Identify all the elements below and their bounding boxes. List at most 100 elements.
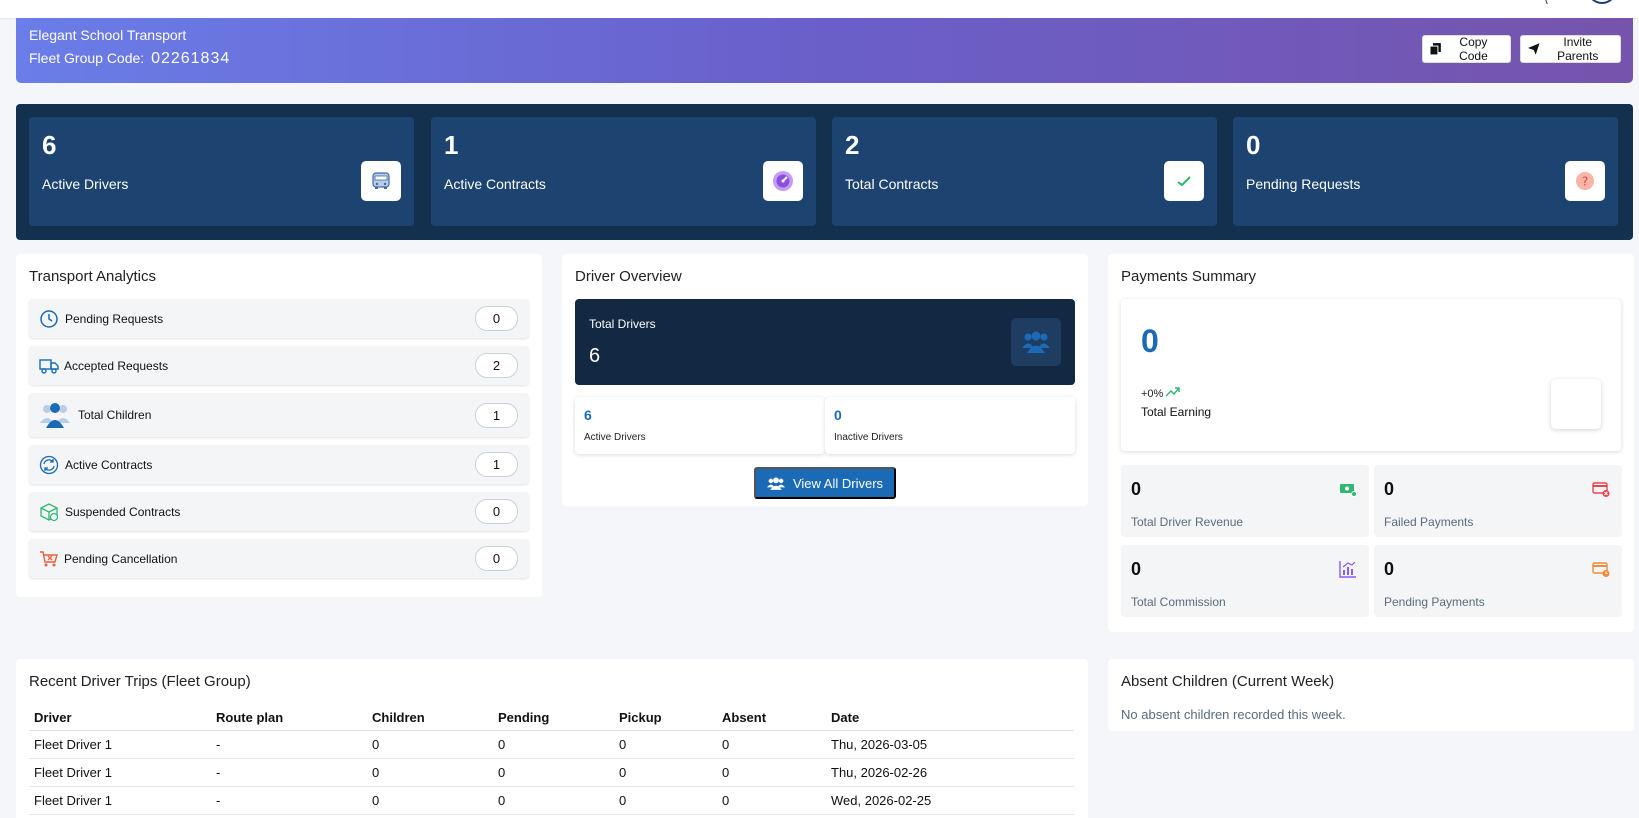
dropdown-caret-icon[interactable] [1540, 0, 1548, 4]
column-header: Date [826, 706, 1074, 731]
cell-absent: 0 [717, 786, 826, 815]
analytics-label: Accepted Requests [64, 359, 169, 373]
analytics-count: 1 [475, 452, 518, 477]
cell-pickup: 0 [614, 786, 717, 815]
refresh-icon [39, 455, 59, 475]
card-pending-icon [1592, 562, 1610, 577]
stat-total-contracts: 2 Total Contracts [832, 117, 1217, 226]
analytics-row-pending-requests[interactable]: Pending Requests 0 [29, 299, 529, 338]
inactive-drivers-value: 0 [834, 407, 842, 423]
checkmark-icon [1164, 161, 1204, 201]
invite-parents-button[interactable]: Invite Parents [1520, 35, 1621, 63]
school-name: Elegant School Transport [29, 27, 187, 43]
analytics-row-accepted-requests[interactable]: Accepted Requests 2 [29, 346, 529, 385]
table-row[interactable]: Fleet Driver 1 - 0 0 0 0 Thu, 2026-03-05 [29, 730, 1074, 759]
cell-absent: 0 [717, 730, 826, 759]
column-header: Pickup [614, 706, 717, 731]
total-earning-panel: 0 +0% Total Earning [1121, 299, 1621, 451]
column-header: Route plan [211, 706, 367, 731]
avatar[interactable] [1587, 0, 1617, 4]
cell-route-plan: - [211, 758, 367, 787]
card-fail-icon [1592, 482, 1610, 497]
payment-label: Pending Payments [1384, 595, 1485, 609]
stat-label: Total Contracts [845, 176, 939, 192]
payment-card-driver-revenue: 0 Total Driver Revenue [1121, 465, 1369, 537]
cell-driver: Fleet Driver 1 [29, 758, 211, 787]
total-drivers-label: Total Drivers [589, 317, 656, 331]
fleet-code: 02261834 [151, 50, 231, 67]
fleet-code-line: Fleet Group Code: 02261834 [29, 50, 230, 68]
view-all-drivers-button[interactable]: View All Drivers [754, 467, 896, 499]
analytics-count: 0 [475, 306, 518, 331]
money-icon [1340, 484, 1357, 497]
users-icon [766, 476, 785, 490]
total-earning-label: Total Earning [1141, 405, 1212, 419]
stat-value: 1 [444, 130, 459, 160]
earning-change: +0% [1141, 387, 1181, 400]
users-icon [1011, 318, 1061, 366]
cell-children: 0 [367, 730, 493, 759]
column-header: Driver [29, 706, 211, 731]
payment-value: 0 [1131, 559, 1142, 579]
cell-pickup: 0 [614, 730, 717, 759]
total-earning-value: 0 [1141, 323, 1159, 359]
cell-driver: Fleet Driver 1 [29, 730, 211, 759]
table-row[interactable]: Fleet Driver 1 - 0 0 0 0 Wed, 2026-02-25 [29, 786, 1074, 815]
analytics-row-active-contracts[interactable]: Active Contracts 1 [29, 445, 529, 484]
column-header: Absent [717, 706, 826, 731]
payments-title: Payments Summary [1121, 268, 1257, 285]
cell-date: Wed, 2026-02-25 [826, 786, 1074, 815]
stat-value: 0 [1246, 130, 1261, 160]
cell-children: 0 [367, 786, 493, 815]
driver-overview-card: Driver Overview Total Drivers 6 6 Active… [562, 254, 1088, 506]
driver-overview-title: Driver Overview [575, 268, 682, 285]
payment-label: Total Driver Revenue [1131, 515, 1244, 529]
stat-label: Active Drivers [42, 176, 129, 192]
analytics-count: 0 [475, 499, 518, 524]
transport-analytics-card: Transport Analytics Pending Requests 0 A… [16, 254, 542, 597]
stat-label: Pending Requests [1246, 176, 1361, 192]
analytics-row-pending-cancellation[interactable]: Pending Cancellation 0 [29, 539, 529, 578]
analytics-count: 1 [475, 403, 518, 428]
stat-active-contracts: 1 Active Contracts [431, 117, 816, 226]
copy-code-label: Copy Code [1459, 35, 1488, 63]
analytics-label: Pending Requests [65, 312, 164, 326]
fleet-code-label: Fleet Group Code: [29, 50, 145, 66]
bus-icon [361, 161, 401, 201]
payment-card-pending: 0 Pending Payments [1374, 545, 1622, 617]
users-icon [40, 403, 70, 428]
cell-driver: Fleet Driver 1 [29, 786, 211, 815]
recent-trips-title: Recent Driver Trips (Fleet Group) [29, 673, 251, 690]
fleet-banner: Elegant School Transport Fleet Group Cod… [16, 18, 1633, 83]
payment-value: 0 [1384, 479, 1395, 499]
analytics-label: Active Contracts [65, 458, 153, 472]
absent-children-title: Absent Children (Current Week) [1121, 673, 1335, 690]
active-drivers-label: Active Drivers [584, 432, 646, 443]
cell-date: Thu, 2026-02-26 [826, 758, 1074, 787]
clock-icon [40, 310, 58, 328]
analytics-row-suspended-contracts[interactable]: Suspended Contracts 0 [29, 492, 529, 531]
copy-code-button[interactable]: Copy Code [1422, 35, 1511, 63]
table-row[interactable]: Fleet Driver 1 - 0 0 0 0 Thu, 2026-02-26 [29, 758, 1074, 787]
payments-summary-card: Payments Summary 0 +0% Total Earning 0 T… [1108, 254, 1634, 632]
payment-label: Failed Payments [1384, 515, 1474, 529]
column-header: Pending [493, 706, 614, 731]
invite-parents-label: Invite Parents [1557, 35, 1599, 63]
svg-text:?: ? [1582, 175, 1588, 189]
payment-label: Total Commission [1131, 595, 1226, 609]
stat-active-drivers: 6 Active Drivers [29, 117, 414, 226]
inactive-drivers-box: 0 Inactive Drivers [825, 397, 1075, 454]
analytics-row-total-children[interactable]: Total Children 1 [29, 393, 529, 437]
recent-trips-card: Recent Driver Trips (Fleet Group) Driver… [16, 659, 1088, 818]
speedometer-icon [763, 161, 803, 201]
cell-route-plan: - [211, 730, 367, 759]
stat-value: 6 [42, 130, 57, 160]
cell-pending: 0 [493, 758, 614, 787]
active-drivers-box: 6 Active Drivers [575, 397, 825, 454]
stats-panel: 6 Active Drivers 1 Active Contracts 2 To… [16, 104, 1633, 240]
top-navbar [0, 0, 1639, 18]
cell-route-plan: - [211, 786, 367, 815]
cell-pending: 0 [493, 730, 614, 759]
analytics-count: 0 [475, 546, 518, 571]
total-drivers-value: 6 [589, 345, 601, 367]
